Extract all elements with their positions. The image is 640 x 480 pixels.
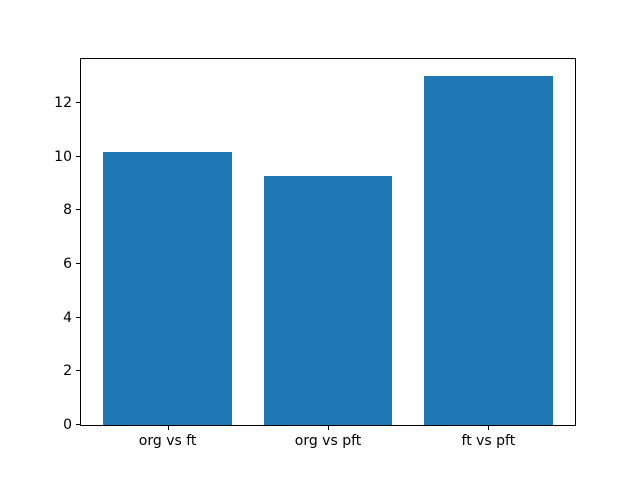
y-tick-label: 4: [63, 309, 72, 326]
y-tick-label: 6: [63, 256, 72, 273]
y-tick-mark: [76, 316, 80, 318]
x-tick-label: ft vs pft: [461, 433, 516, 449]
bar-org-vs-pft: [263, 175, 393, 425]
bar-ft-vs-pft: [424, 76, 553, 425]
x-tick-label: org vs pft: [294, 433, 362, 449]
plot-area: 0 2 4 6 8 10 12 org vs ft org vs pft ft vs pft: [54, 58, 576, 449]
x-tick-mark: [328, 426, 329, 430]
x-tick-label: org vs ft: [138, 433, 197, 449]
y-tick-mark: [76, 102, 80, 104]
y-tick-label: 8: [63, 202, 72, 219]
y-tick-label: 12: [54, 95, 72, 112]
y-tick-mark: [76, 209, 80, 211]
y-tick-mark: [76, 370, 80, 372]
y-tick-mark: [76, 155, 80, 157]
y-tick-label: 2: [63, 363, 72, 380]
y-tick-mark: [76, 424, 80, 425]
bar-org-vs-ft: [103, 151, 232, 425]
x-tick-mark: [488, 426, 490, 430]
y-tick-label: 10: [54, 148, 72, 165]
y-tick-label: 0: [63, 417, 72, 433]
x-tick-mark: [167, 426, 169, 430]
y-tick-mark: [76, 263, 80, 265]
